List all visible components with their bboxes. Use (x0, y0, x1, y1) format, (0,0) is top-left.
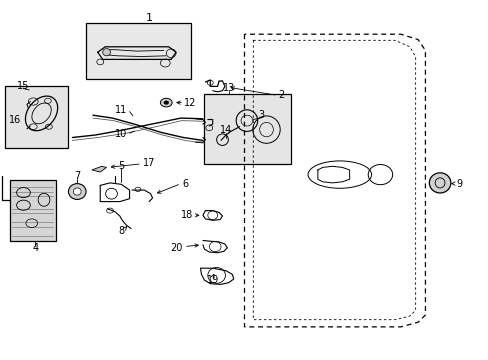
Ellipse shape (102, 49, 110, 56)
Ellipse shape (73, 188, 81, 195)
Text: 5: 5 (118, 161, 124, 171)
Text: 4: 4 (32, 243, 38, 253)
Polygon shape (92, 166, 106, 172)
Bar (204, 94, 291, 164)
Text: 11: 11 (115, 105, 127, 115)
Text: 19: 19 (206, 275, 219, 285)
Text: 1: 1 (145, 13, 152, 23)
Ellipse shape (428, 173, 450, 193)
Text: 9: 9 (456, 179, 462, 189)
Text: 10: 10 (115, 129, 127, 139)
Text: 15: 15 (17, 81, 30, 91)
Text: 16: 16 (8, 114, 21, 125)
Ellipse shape (68, 184, 86, 199)
Bar (85, 23, 190, 79)
Text: 14: 14 (219, 125, 232, 135)
Text: 17: 17 (142, 158, 155, 168)
Text: 13: 13 (222, 83, 235, 93)
Bar (5, 86, 68, 148)
Ellipse shape (160, 98, 172, 107)
Bar (10, 180, 56, 241)
Text: 12: 12 (183, 98, 196, 108)
Text: 18: 18 (180, 210, 193, 220)
Text: 7: 7 (74, 171, 80, 181)
Text: 20: 20 (169, 243, 182, 253)
Text: 8: 8 (118, 226, 124, 236)
Ellipse shape (163, 101, 168, 104)
Text: 2: 2 (278, 90, 284, 100)
Text: 6: 6 (183, 179, 188, 189)
Text: 3: 3 (258, 110, 264, 120)
